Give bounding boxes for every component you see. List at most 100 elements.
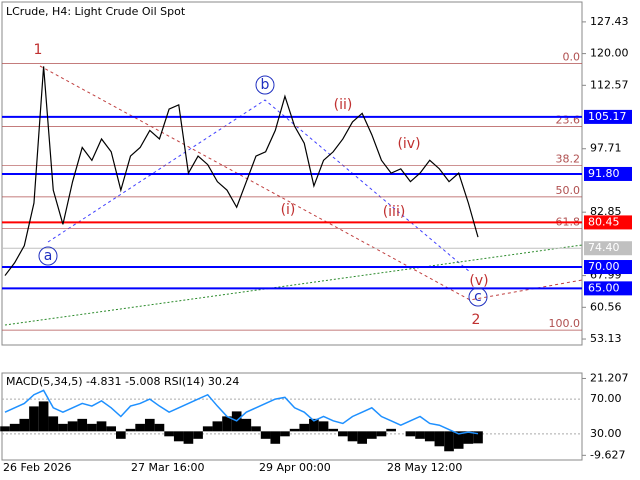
fib-label: 0.0	[563, 51, 581, 64]
wave-circle	[255, 75, 275, 95]
wave-label: b	[261, 77, 270, 93]
macd-bar	[376, 431, 387, 437]
macd-bar	[366, 431, 377, 439]
macd-bar	[212, 421, 223, 432]
macd-bar	[202, 426, 213, 432]
y-tick-label: 21.207	[590, 371, 629, 384]
wave-label: (iii)	[383, 204, 406, 220]
wave-circle	[468, 287, 488, 307]
y-tick-label: 97.71	[590, 142, 622, 155]
macd-bar	[405, 431, 416, 437]
x-tick-label: 26 Feb 2026	[3, 461, 71, 474]
wave-label: 2	[472, 312, 481, 328]
level-box	[584, 166, 632, 181]
macd-bar	[386, 428, 396, 432]
wave-label: (i)	[281, 202, 296, 218]
macd-bar	[183, 431, 194, 444]
y-tick-label: 60.56	[590, 300, 622, 313]
chart-title: LCrude, H4: Light Crude Oil Spot	[6, 5, 186, 18]
y-tick-label: 82.85	[590, 205, 622, 218]
wave-label: (iv)	[397, 136, 420, 152]
rsi-line	[4, 389, 479, 435]
macd-bar	[328, 428, 339, 432]
wave-label: (v)	[469, 273, 488, 289]
macd-bar	[318, 421, 329, 432]
macd-bar	[222, 416, 232, 432]
fib-label: 38.2	[556, 152, 581, 165]
macd-bar	[260, 431, 271, 439]
macd-bar	[96, 421, 107, 432]
indicator-label: MACD(5,34,5) -4.831 -5.008 RSI(14) 30.24	[6, 375, 239, 388]
wave-label: (ii)	[334, 97, 353, 113]
wave-line	[47, 99, 471, 273]
wave-label: 1	[34, 42, 43, 58]
level-box	[584, 109, 632, 124]
macd-bar	[19, 418, 30, 432]
macd-bar	[164, 431, 174, 437]
y-tick-label: 112.57	[590, 78, 629, 91]
wave-lines	[4, 65, 583, 326]
y-tick-label: 30.00	[590, 427, 622, 440]
macd-bar	[473, 431, 483, 444]
y-tick-label: 127.43	[590, 15, 629, 28]
macd-bar	[67, 421, 78, 432]
macd-bar	[444, 431, 454, 452]
level-label: 105.17	[588, 110, 627, 123]
fib-label: 50.0	[556, 184, 581, 197]
fib-label: 100.0	[549, 317, 581, 330]
macd-bar	[193, 431, 203, 439]
wave-line	[39, 65, 583, 301]
x-tick-label: 27 Mar 16:00	[131, 461, 204, 474]
macd-bar	[289, 428, 300, 432]
macd-bar	[434, 431, 445, 447]
indicator-panel	[1, 372, 583, 461]
macd-bar	[424, 431, 435, 442]
level-label: 70.00	[588, 260, 620, 273]
macd-bar	[29, 406, 39, 432]
macd-bar	[309, 418, 319, 432]
macd-bar	[106, 426, 117, 432]
y-tick-label: 53.13	[590, 332, 622, 345]
macd-bar	[299, 423, 310, 432]
macd-bar	[173, 431, 184, 442]
level-label: 91.80	[588, 167, 620, 180]
level-box	[584, 241, 632, 256]
level-label: 80.45	[588, 215, 620, 228]
macd-bar	[116, 431, 126, 439]
macd-bar	[125, 428, 136, 432]
macd-bar	[135, 423, 145, 432]
trend-line	[4, 244, 583, 326]
wave-label: a	[44, 248, 53, 264]
x-tick-label: 28 May 12:00	[387, 461, 462, 474]
macd-bar	[415, 431, 425, 439]
wave-label: c	[474, 289, 482, 305]
macd-bar	[48, 416, 59, 432]
price-line	[4, 66, 479, 276]
wave-circle	[38, 246, 58, 266]
macd-bar	[463, 431, 474, 444]
macd-bar	[77, 418, 88, 432]
macd-bar	[58, 423, 68, 432]
macd-bar	[87, 423, 97, 432]
level-label: 65.00	[588, 281, 620, 294]
macd-bar	[0, 426, 10, 432]
x-tick-label: 29 Apr 00:00	[259, 461, 331, 474]
macd-bar	[453, 431, 464, 449]
macd-bar	[357, 431, 367, 444]
macd-bar	[270, 431, 281, 444]
macd-bar	[144, 418, 155, 432]
macd-bar	[38, 401, 49, 432]
y-tick-label: -9.627	[590, 448, 625, 461]
level-label: 74.40	[588, 241, 620, 254]
macd-bar	[338, 431, 348, 437]
level-box	[584, 281, 632, 296]
y-tick-label: 120.00	[590, 47, 629, 60]
macd-bar	[280, 431, 290, 437]
macd-bar	[347, 431, 358, 442]
y-tick-label: 70.00	[590, 392, 622, 405]
macd-bar	[251, 426, 261, 432]
macd-bar	[154, 423, 165, 432]
level-box	[584, 260, 632, 275]
macd-bar	[9, 423, 20, 432]
